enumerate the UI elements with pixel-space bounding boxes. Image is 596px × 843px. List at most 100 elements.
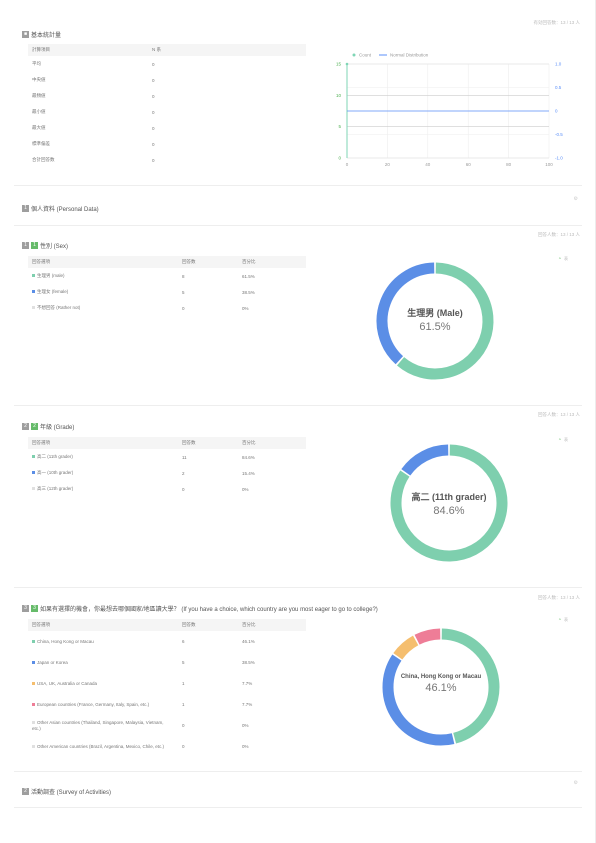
- grade-section: 回答人数：13 / 13 人 2 2 年級 (Grade) ◔ 表 回答選項 回…: [14, 406, 582, 588]
- option-cell: 生理女 (female): [28, 284, 178, 300]
- option-label: 不想回答 (Rather not): [37, 305, 81, 310]
- y-right-tick-label: -1.0: [555, 156, 563, 161]
- option-label: Other Asian countries (Thailand, Singapo…: [32, 719, 164, 731]
- country-tool-label[interactable]: 表: [564, 617, 568, 622]
- donut-slice[interactable]: [401, 444, 449, 476]
- country-table: 回答選項 回答数 百分比 China, Hong Kong or Macau 6…: [28, 619, 306, 757]
- grade-chart-tools[interactable]: ◔ 表: [558, 437, 568, 443]
- stats-row: 最大値 0: [28, 120, 306, 136]
- stats-row-label: 平均: [32, 61, 41, 66]
- count-cell: 6: [182, 639, 185, 644]
- table-row: Other Asian countries (Thailand, Singapo…: [28, 715, 306, 736]
- survey-section: ⚙ 2 活動調查 (Survey of Activities): [14, 772, 582, 808]
- grade-title: 2 2 年級 (Grade): [22, 422, 74, 431]
- stats-row-label: 中央値: [32, 77, 46, 82]
- count-cell: 1: [182, 681, 185, 686]
- donut-slice[interactable]: [376, 262, 435, 365]
- donut-slice[interactable]: [390, 444, 508, 562]
- legend-swatch: [32, 487, 35, 491]
- header-option: 回答選項: [28, 619, 178, 631]
- country-center-label: China, Hong Kong or Macau: [400, 674, 482, 680]
- country-title-text: 如果有選擇的機會，你最想去哪個國家/地區讀大學？ (If you have a …: [40, 607, 378, 613]
- stats-section: 有効回答数：13 / 13 人 ■ 基本統計量 計算項目 N 系 平均 0 中央値 0…: [14, 16, 582, 186]
- donut-slice[interactable]: [441, 628, 500, 744]
- stats-table: 計算項目 N 系 平均 0 中央値 0 最頻値 0 最小値 0 最大値 0 標準偏差 0 合計回答数 0: [28, 44, 306, 168]
- donut-slice[interactable]: [414, 628, 441, 645]
- legend-swatch: [32, 639, 35, 643]
- country-number: 3: [31, 605, 38, 612]
- x-tick-label: 80: [506, 162, 512, 167]
- sex-chart-tools[interactable]: ◔ 表: [558, 256, 568, 262]
- percent-cell: 0%: [242, 305, 249, 311]
- x-tick-label: 20: [385, 162, 391, 167]
- grade-title-text: 年級 (Grade): [40, 425, 75, 431]
- option-cell: 不想回答 (Rather not): [28, 300, 178, 316]
- grade-table: 回答選項 回答数 百分比 高二 (11th grader) 11 84.6% 高…: [28, 437, 306, 497]
- count-cell: 2: [182, 470, 185, 476]
- percent-cell: 0%: [242, 723, 249, 728]
- count-cell: 0: [182, 305, 185, 311]
- donut-slice[interactable]: [382, 654, 455, 746]
- legend-swatch: [32, 720, 35, 724]
- stats-row-value: 0: [152, 93, 155, 99]
- stats-row: 最小値 0: [28, 104, 306, 120]
- table-row: 高一 (10th grader) 2 15.4%: [28, 465, 306, 481]
- sex-center-percent: 61.5%: [419, 321, 451, 333]
- grade-donut-chart: [390, 444, 508, 562]
- stats-row-label: 最大値: [32, 125, 46, 130]
- gear-icon[interactable]: ⚙: [573, 196, 578, 202]
- y-tick-label: 15: [336, 62, 342, 67]
- sex-title: 1 1 性別 (Sex): [22, 241, 68, 250]
- chart-type-icon[interactable]: ◔: [557, 256, 561, 262]
- count-cell: 0: [182, 723, 185, 728]
- table-row: 高二 (11th grader) 11 84.6%: [28, 449, 306, 465]
- personal-title: 1 個人資料 (Personal Data): [22, 204, 99, 213]
- option-label: 高一 (10th grader): [37, 470, 74, 475]
- sex-title-text: 性別 (Sex): [40, 244, 69, 250]
- option-label: Japan or Korea: [37, 659, 68, 665]
- sex-donut-center: 生理男 (Male) 61.5%: [370, 306, 500, 333]
- percent-cell: 15.4%: [242, 470, 255, 476]
- percent-cell: 84.6%: [242, 454, 255, 460]
- table-row: USA, UK, Australia or Canada 1 7.7%: [28, 673, 306, 694]
- header-percent: 百分比: [238, 256, 306, 268]
- country-chart-tools[interactable]: ◔ 表: [558, 617, 568, 623]
- table-row: European countries (France, Germany, Ita…: [28, 694, 306, 715]
- header-percent: 百分比: [238, 619, 306, 631]
- header-option: 回答選項: [28, 437, 178, 449]
- option-label: 高三 (12th grader): [37, 486, 74, 491]
- sex-number: 1: [31, 242, 38, 249]
- donut-slice[interactable]: [393, 635, 419, 660]
- header-count: 回答数: [178, 619, 238, 631]
- y-tick-label: 5: [338, 124, 341, 129]
- y-right-tick-label: -0.5: [555, 132, 563, 137]
- stats-row-value: 0: [152, 141, 155, 147]
- gear-icon[interactable]: ⚙: [573, 780, 578, 786]
- chart-type-icon[interactable]: ◔: [557, 437, 561, 443]
- count-cell: 0: [182, 486, 185, 492]
- percent-cell: 7.7%: [242, 702, 253, 707]
- sex-table: 回答選項 回答数 百分比 生理男 (male) 8 61.5% 生理女 (fem…: [28, 256, 306, 316]
- sex-tool-label[interactable]: 表: [564, 256, 568, 261]
- legend-swatch: [32, 455, 35, 459]
- header-count: 回答数: [178, 437, 238, 449]
- stats-row-label: 最頻値: [32, 93, 46, 98]
- donut-slice[interactable]: [396, 262, 494, 380]
- option-label: 生理男 (male): [37, 273, 65, 278]
- count-point: [345, 62, 349, 66]
- table-row: 生理女 (female) 5 38.5%: [28, 284, 306, 300]
- percent-cell: 38.5%: [242, 289, 255, 295]
- stats-response-count: 有効回答数：13 / 13 人: [533, 20, 580, 25]
- percent-cell: 38.5%: [242, 660, 255, 665]
- option-cell: 生理男 (male): [28, 268, 178, 284]
- chart-type-icon[interactable]: ◔: [557, 617, 561, 623]
- stats-row: 合計回答数 0: [28, 152, 306, 168]
- grade-tool-label[interactable]: 表: [564, 437, 568, 442]
- y-tick-label: 10: [336, 93, 342, 98]
- option-label: China, Hong Kong or Macau: [37, 638, 94, 644]
- stats-header-item: 計算項目: [28, 44, 148, 56]
- stats-icon: ■: [22, 31, 29, 38]
- option-cell: 高三 (12th grader): [28, 481, 178, 497]
- option-cell: Other Asian countries (Thailand, Singapo…: [28, 715, 178, 736]
- stats-title-text: 基本統計量: [31, 33, 62, 39]
